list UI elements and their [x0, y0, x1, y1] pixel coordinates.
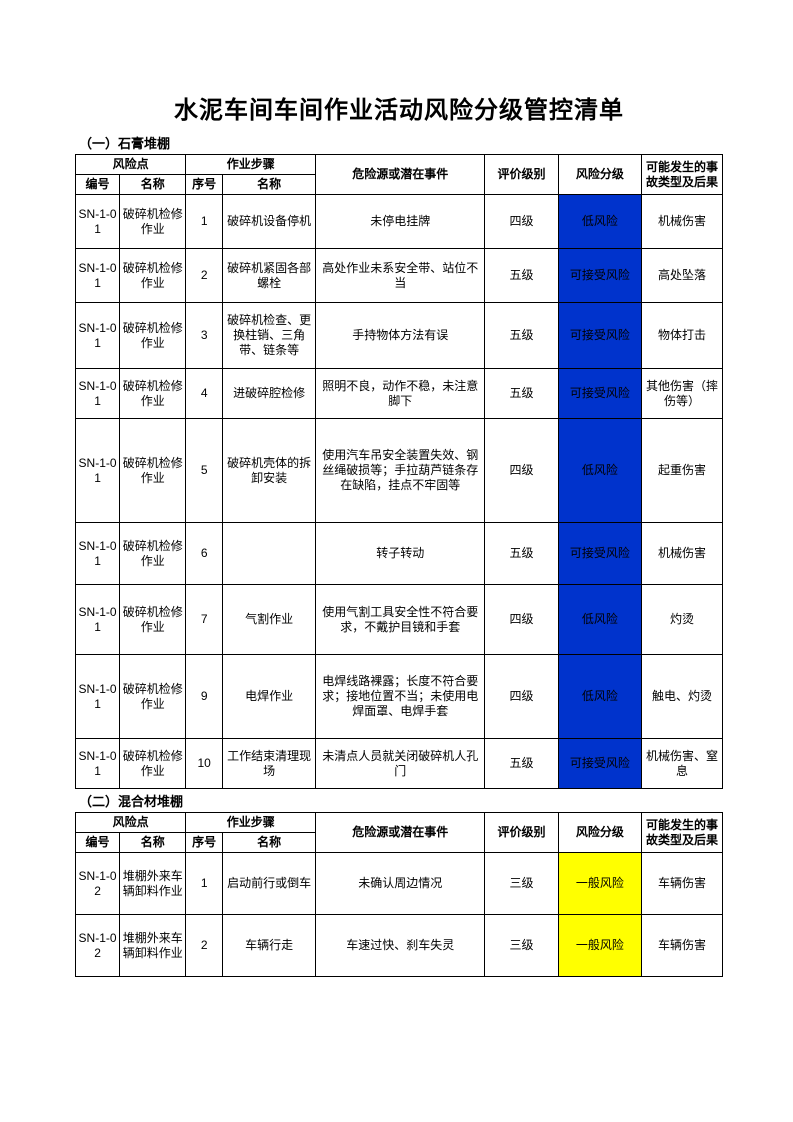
col-hazard: 危险源或潜在事件 [316, 813, 485, 853]
risk-level-cell: 一般风险 [558, 853, 641, 915]
table-row: SN-1-01破碎机检修作业4进破碎腔检修照明不良，动作不稳，未注意脚下五级可接… [76, 369, 723, 419]
risk-table: 风险点作业步骤危险源或潜在事件评价级别风险分级可能发生的事故类型及后果编号名称序… [75, 812, 723, 977]
table-row: SN-1-01破碎机检修作业2破碎机紧固各部螺栓高处作业未系安全带、站位不当五级… [76, 249, 723, 303]
col-risk: 风险分级 [558, 155, 641, 195]
col-seq: 序号 [186, 833, 223, 853]
col-accident: 可能发生的事故类型及后果 [642, 155, 723, 195]
col-code: 编号 [76, 175, 120, 195]
risk-level-cell: 一般风险 [558, 915, 641, 977]
table-row: SN-1-02堆棚外来车辆卸料作业2车辆行走车速过快、刹车失灵三级一般风险车辆伤… [76, 915, 723, 977]
col-code: 编号 [76, 833, 120, 853]
table-row: SN-1-01破碎机检修作业9电焊作业电焊线路裸露；长度不符合要求；接地位置不当… [76, 655, 723, 739]
col-hazard: 危险源或潜在事件 [316, 155, 485, 195]
col-eval: 评价级别 [485, 155, 559, 195]
col-eval: 评价级别 [485, 813, 559, 853]
col-seq: 序号 [186, 175, 223, 195]
col-step-name: 名称 [223, 175, 316, 195]
table-row: SN-1-01破碎机检修作业10工作结束清理现场未清点人员就关闭破碎机人孔门五级… [76, 739, 723, 789]
page-title: 水泥车间车间作业活动风险分级管控清单 [75, 90, 723, 125]
col-risk-point: 风险点 [76, 155, 186, 175]
table-row: SN-1-01破碎机检修作业6转子转动五级可接受风险机械伤害 [76, 523, 723, 585]
table-row: SN-1-01破碎机检修作业1破碎机设备停机未停电挂牌四级低风险机械伤害 [76, 195, 723, 249]
col-step-name: 名称 [223, 833, 316, 853]
col-step: 作业步骤 [186, 813, 316, 833]
table-row: SN-1-01破碎机检修作业7气割作业使用气割工具安全性不符合要求，不戴护目镜和… [76, 585, 723, 655]
risk-table: 风险点作业步骤危险源或潜在事件评价级别风险分级可能发生的事故类型及后果编号名称序… [75, 154, 723, 789]
risk-level-cell: 可接受风险 [558, 369, 641, 419]
risk-level-cell: 低风险 [558, 419, 641, 523]
table-row: SN-1-01破碎机检修作业5破碎机壳体的拆卸安装使用汽车吊安全装置失效、钢丝绳… [76, 419, 723, 523]
table-row: SN-1-01破碎机检修作业3破碎机检查、更换柱销、三角带、链条等手持物体方法有… [76, 303, 723, 369]
col-name: 名称 [120, 175, 186, 195]
col-accident: 可能发生的事故类型及后果 [642, 813, 723, 853]
risk-level-cell: 可接受风险 [558, 739, 641, 789]
section-header: （一）石膏堆棚 [75, 131, 723, 154]
risk-level-cell: 可接受风险 [558, 523, 641, 585]
risk-level-cell: 可接受风险 [558, 303, 641, 369]
col-risk: 风险分级 [558, 813, 641, 853]
risk-level-cell: 低风险 [558, 585, 641, 655]
risk-level-cell: 可接受风险 [558, 249, 641, 303]
col-risk-point: 风险点 [76, 813, 186, 833]
risk-level-cell: 低风险 [558, 195, 641, 249]
section-header: （二）混合材堆棚 [75, 789, 723, 812]
table-row: SN-1-02堆棚外来车辆卸料作业1启动前行或倒车未确认周边情况三级一般风险车辆… [76, 853, 723, 915]
col-step: 作业步骤 [186, 155, 316, 175]
col-name: 名称 [120, 833, 186, 853]
risk-level-cell: 低风险 [558, 655, 641, 739]
